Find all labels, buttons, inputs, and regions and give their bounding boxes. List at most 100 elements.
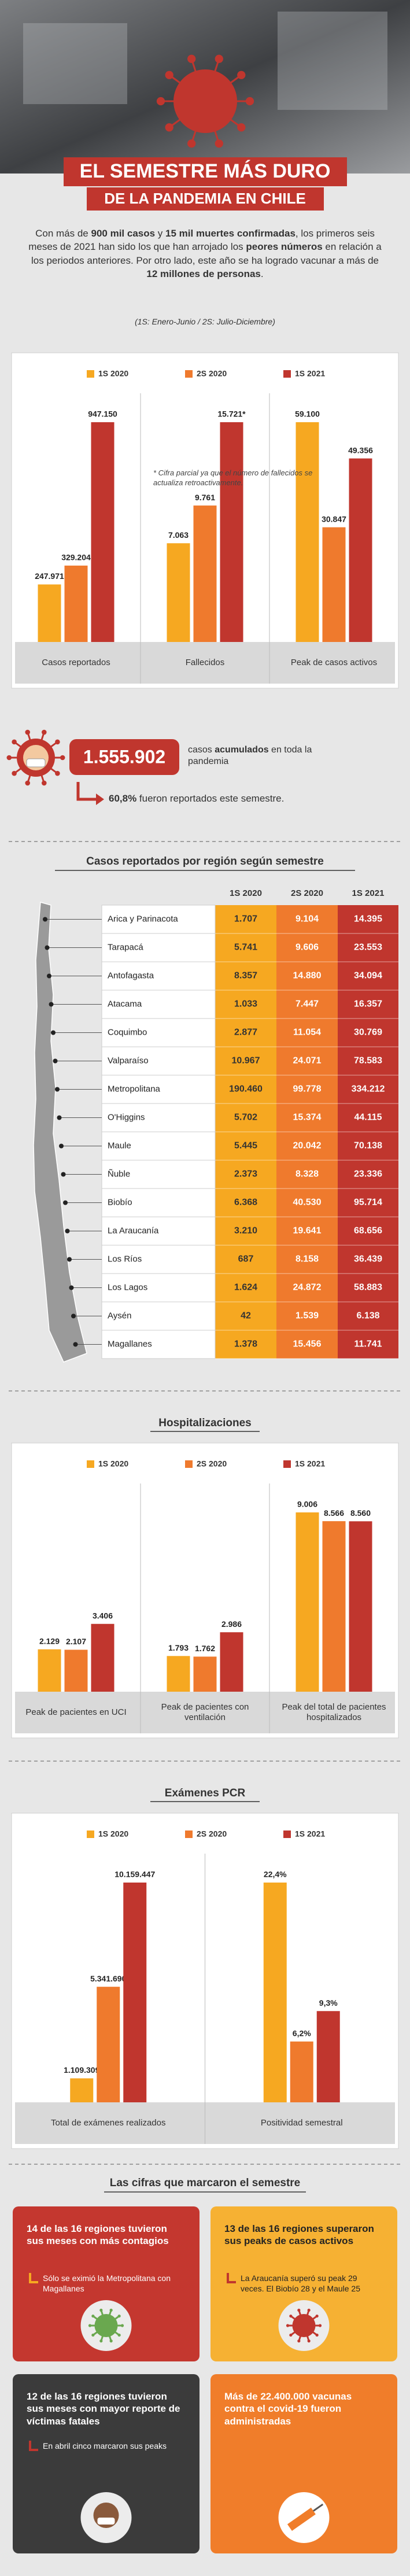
bar — [263, 1883, 287, 2102]
region-name: Antofagasta — [108, 970, 154, 980]
region-name: Tarapacá — [108, 942, 143, 952]
intro-text: y — [155, 228, 166, 239]
cell-value: 14.880 — [293, 971, 322, 981]
virus-body — [292, 2314, 316, 2337]
card-headline: 12 de las 16 regiones tuvieron sus meses… — [27, 2391, 180, 2427]
value-label: 10.159.447 — [114, 1870, 155, 1879]
cell-value: 7.447 — [296, 999, 319, 1009]
legend-label: 1S 2020 — [98, 369, 128, 378]
map-dot — [45, 945, 50, 950]
bar — [70, 2078, 94, 2102]
intro-text: Con más de — [35, 228, 91, 239]
bar — [97, 1987, 120, 2102]
legend-label: 2S 2020 — [197, 369, 227, 378]
cell-value: 8.357 — [234, 971, 257, 981]
mask — [26, 758, 46, 767]
total-text-part: casos — [188, 745, 215, 755]
value-label: 947.150 — [88, 409, 117, 419]
intro-text: 15 mil muertes confirmadas — [165, 228, 296, 239]
name-cell — [101, 990, 216, 1019]
highlight-card — [210, 2206, 397, 2361]
cell-value: 44.115 — [354, 1113, 382, 1123]
map-dot — [51, 1030, 56, 1035]
map-dot — [61, 1172, 66, 1177]
cell-value: 5.741 — [234, 943, 257, 953]
legend-swatch — [283, 370, 291, 378]
cell-value: 1.707 — [234, 914, 257, 924]
legend-label: 1S 2021 — [295, 369, 325, 378]
share-value: 60,8% — [109, 793, 137, 804]
cell-value: 34.094 — [354, 971, 382, 981]
cell-value: 2.373 — [234, 1169, 257, 1179]
legend-label: 1S 2020 — [98, 1829, 128, 1839]
section-title: Exámenes PCR — [165, 1787, 246, 1799]
bar — [38, 584, 61, 642]
value-label: 59.100 — [295, 409, 320, 419]
bar — [167, 1656, 190, 1692]
virus-spike-tip — [91, 2314, 95, 2318]
column-header: 2S 2020 — [291, 888, 323, 898]
name-cell — [101, 1216, 216, 1246]
value-label: 2.129 — [39, 1636, 60, 1645]
chile-map — [33, 902, 87, 1363]
virus-spike-tip — [12, 770, 17, 776]
virus-spike-tip — [318, 2324, 322, 2327]
bar — [193, 1656, 217, 1692]
category-label: Peak de pacientes en UCI — [25, 1707, 127, 1717]
bar — [322, 1521, 346, 1692]
name-cell — [101, 1273, 216, 1302]
legend-label: 1S 2021 — [295, 1829, 325, 1839]
bar — [220, 422, 243, 642]
cell-value: 58.883 — [354, 1283, 382, 1293]
bar — [64, 1649, 88, 1692]
cell-value: 1.378 — [234, 1339, 257, 1349]
cell-value: 15.374 — [293, 1113, 322, 1123]
cell-value: 334.212 — [352, 1084, 385, 1094]
cell-value: 9.606 — [296, 943, 319, 953]
virus-spike-tip — [55, 739, 60, 745]
bar — [38, 1649, 61, 1692]
card-arrow — [227, 2273, 236, 2283]
total-box — [69, 739, 179, 775]
syringe-needle — [313, 2503, 324, 2512]
cell-value: 10.967 — [232, 1056, 260, 1066]
card-headline: 14 de las 16 regiones tuvieron sus meses… — [27, 2223, 169, 2247]
card-headline: 13 de las 16 regiones superaron sus peak… — [224, 2223, 374, 2247]
virus-spike-tip — [307, 2339, 311, 2343]
virus-spike-tip — [315, 2333, 319, 2337]
region-name: Arica y Parinacota — [108, 914, 178, 924]
intro-text: en relación a los periodos anteriores. P… — [31, 241, 382, 266]
virus-spike-tip — [6, 755, 12, 761]
map-dot — [63, 1200, 68, 1205]
column-header: 1S 2021 — [352, 888, 385, 898]
legend-swatch — [87, 1460, 94, 1468]
total-value: 1.555.902 — [83, 746, 165, 767]
virus-spike-tip — [12, 739, 17, 745]
virus-spike-tip — [117, 2333, 121, 2337]
virus-spike-tip — [88, 2324, 92, 2327]
map-dot — [67, 1257, 72, 1262]
card-detail: Sólo se eximió la Metropolitana con Maga… — [43, 2274, 171, 2294]
virus-body — [173, 69, 237, 133]
total-text: casos acumulados en toda la pandemia — [188, 744, 338, 767]
column-header: 1S 2020 — [230, 888, 262, 898]
chart-note: * Cifra parcial ya que el número de fall… — [153, 468, 313, 487]
bar — [64, 565, 88, 642]
cell-value: 15.456 — [293, 1339, 322, 1349]
title-banner — [64, 157, 347, 186]
mask — [97, 2518, 115, 2525]
value-label: 5.341.690 — [90, 1974, 126, 1983]
cell-value: 24.872 — [293, 1283, 322, 1293]
bar — [349, 458, 372, 642]
map-dot — [49, 1002, 54, 1007]
name-cell — [101, 933, 216, 962]
value-label: 329.204 — [61, 553, 91, 562]
section-title: Casos reportados por región según semest… — [86, 855, 324, 868]
bar — [296, 1512, 319, 1692]
cell-value: 78.583 — [354, 1056, 382, 1066]
virus-spike-tip — [41, 780, 47, 786]
virus-spike-tip — [109, 2308, 113, 2312]
bar — [220, 1632, 243, 1692]
name-cell — [101, 1075, 216, 1104]
cell-value: 14.395 — [354, 914, 382, 924]
